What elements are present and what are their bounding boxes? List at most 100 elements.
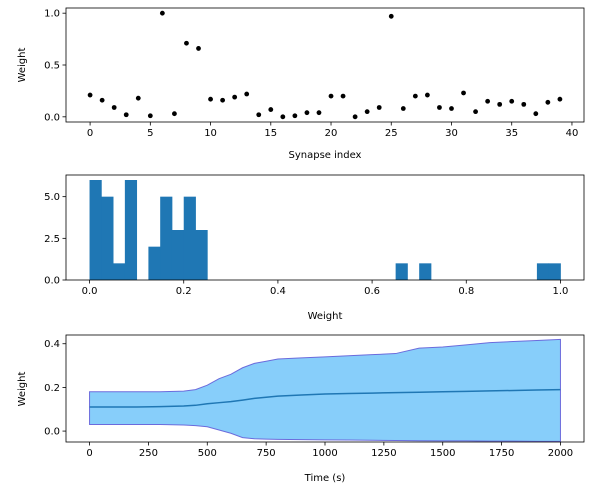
histogram-bar — [148, 246, 161, 280]
histogram-bar — [171, 230, 185, 280]
scatter-point — [545, 99, 551, 105]
histogram-bar — [395, 263, 408, 280]
histogram-ytick-label: 0.0 — [44, 276, 60, 287]
scatter-point — [87, 92, 93, 98]
histogram-bar — [160, 196, 173, 280]
histogram-bar — [101, 196, 114, 280]
scatter-point — [473, 109, 478, 115]
scatter-ytick-label: 1.0 — [44, 9, 60, 20]
histogram-xtick-label: 0.6 — [364, 286, 380, 297]
histogram-xtick-label: 0.0 — [82, 286, 98, 297]
scatter-point — [111, 105, 117, 110]
scatter-point — [232, 94, 238, 100]
histogram-ytick-label: 2.5 — [44, 234, 60, 245]
scatter-point — [521, 101, 527, 107]
scatter-point — [220, 97, 226, 103]
scatter-point — [497, 101, 503, 107]
mean-weight-line — [89, 388, 561, 408]
timeseries-ylabel: Weight — [17, 372, 28, 407]
scatter-point — [135, 95, 141, 101]
scatter-point — [461, 90, 466, 96]
timeseries-xtick-label: 250 — [139, 448, 158, 459]
histogram-xtick-label: 0.2 — [176, 286, 192, 297]
scatter-point — [208, 96, 213, 102]
scatter-point — [172, 111, 177, 117]
histogram-bar — [419, 263, 432, 280]
timeseries-ytick-label: 0.4 — [44, 339, 60, 350]
scatter-point — [123, 112, 129, 118]
scatter-point — [485, 98, 491, 104]
timeseries-ytick-label: 0.2 — [44, 383, 60, 394]
scatter-point — [557, 96, 563, 102]
scatter-xtick-label: 40 — [566, 128, 579, 139]
scatter-point — [184, 40, 189, 46]
timeseries-frame — [65, 334, 585, 443]
scatter-xtick-label: 20 — [325, 128, 338, 139]
timeseries-xtick-label: 1000 — [312, 448, 337, 459]
scatter-points — [87, 10, 563, 120]
scatter-frame — [65, 7, 585, 123]
timeseries-xtick-label: 2000 — [548, 448, 573, 459]
scatter-point — [364, 109, 370, 115]
histogram-panel: 0.0 0.2 0.4 0.6 0.8 1.0 0.0 2.5 5.0 Weight — [44, 174, 585, 322]
histogram-xtick-label: 0.4 — [270, 286, 286, 297]
scatter-point — [292, 113, 298, 119]
histogram-xlabel: Weight — [308, 311, 343, 322]
weight-band — [89, 338, 561, 442]
scatter-xtick-label: 10 — [204, 128, 217, 139]
scatter-point — [340, 93, 346, 99]
timeseries-xtick-label: 1250 — [371, 448, 396, 459]
histogram-bar — [183, 196, 196, 280]
scatter-point — [509, 98, 515, 104]
scatter-point — [99, 97, 105, 103]
scatter-point — [400, 106, 406, 111]
histogram-frame — [65, 174, 585, 281]
scatter-point — [424, 92, 430, 98]
timeseries-panel: 0 250 500 750 1000 1250 1500 1750 20000.00.20.4 … — [17, 334, 585, 484]
timeseries-ticks: 0 250 500 750 1000 1250 1500 1750 2000 0.0 0.2 0.4 — [44, 339, 573, 459]
scatter-xtick-label: 30 — [445, 128, 458, 139]
timeseries-ytick-label: 0.0 — [44, 427, 60, 438]
timeseries-plot — [89, 338, 561, 442]
scatter-xtick-label: 5 — [147, 128, 153, 139]
histogram-bar — [548, 263, 561, 280]
scatter-point — [304, 110, 310, 116]
scatter-xtick-label: 15 — [264, 128, 277, 139]
histogram-bar — [536, 263, 550, 280]
scatter-point — [449, 106, 454, 111]
timeseries-xtick-label: 750 — [257, 448, 276, 459]
scatter-point — [328, 93, 334, 99]
scatter-point — [159, 10, 165, 16]
scatter-xtick-label: 25 — [385, 128, 398, 139]
histogram-bars — [89, 180, 561, 280]
histogram-bar — [195, 230, 208, 280]
scatter-point — [147, 113, 153, 119]
scatter-point — [352, 114, 358, 120]
timeseries-xlabel: Time (s) — [304, 473, 346, 484]
scatter-point — [244, 91, 250, 97]
scatter-point — [280, 114, 286, 120]
scatter-panel: 0 5 10 15 20 25 30 35 400.00.51.0 Synapse index … — [17, 7, 585, 161]
scatter-ylabel: Weight — [17, 48, 28, 83]
scatter-point — [533, 111, 539, 117]
scatter-point — [256, 112, 262, 118]
scatter-point — [268, 107, 274, 112]
scatter-point — [412, 93, 418, 99]
timeseries-xtick-label: 1750 — [489, 448, 514, 459]
scatter-xtick-label: 0 — [87, 128, 93, 139]
scatter-ytick-label: 0.0 — [44, 112, 60, 123]
scatter-point — [388, 13, 394, 19]
histogram-xtick-label: 1.0 — [553, 286, 569, 297]
histogram-ytick-label: 5.0 — [44, 192, 60, 203]
histogram-bar — [89, 180, 102, 280]
scatter-xtick-label: 35 — [505, 128, 518, 139]
histogram-bar — [113, 263, 126, 280]
histogram-xtick-label: 0.8 — [458, 286, 474, 297]
timeseries-xtick-label: 1500 — [430, 448, 455, 459]
scatter-point — [196, 46, 201, 51]
scatter-xlabel: Synapse index — [289, 150, 362, 161]
scatter-ticks: 0 5 10 15 20 25 30 35 40 0.0 0.5 1.0 — [44, 9, 578, 139]
scatter-ytick-label: 0.5 — [44, 61, 60, 72]
histogram-bar — [124, 180, 138, 280]
timeseries-xtick-label: 500 — [198, 448, 217, 459]
